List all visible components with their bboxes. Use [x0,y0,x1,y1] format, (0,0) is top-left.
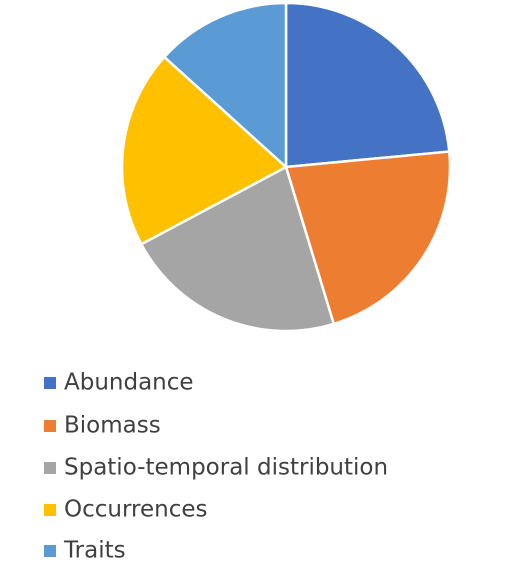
legend-label: Spatio-temporal distribution [64,455,388,481]
legend-swatch [44,545,56,557]
legend-label: Occurrences [64,497,207,523]
legend-label: Traits [63,538,126,564]
legend-swatch [44,420,56,432]
legend-swatch [44,504,56,516]
pie-slice [139,165,336,333]
pie-slice [120,55,289,246]
legend-label: Biomass [64,413,161,439]
pie-slice [284,150,452,326]
legend-label: Abundance [64,370,194,396]
legend-swatch [44,462,56,474]
legend-swatch [44,377,56,389]
pie-slice [162,1,288,170]
pie-slice [284,1,451,169]
